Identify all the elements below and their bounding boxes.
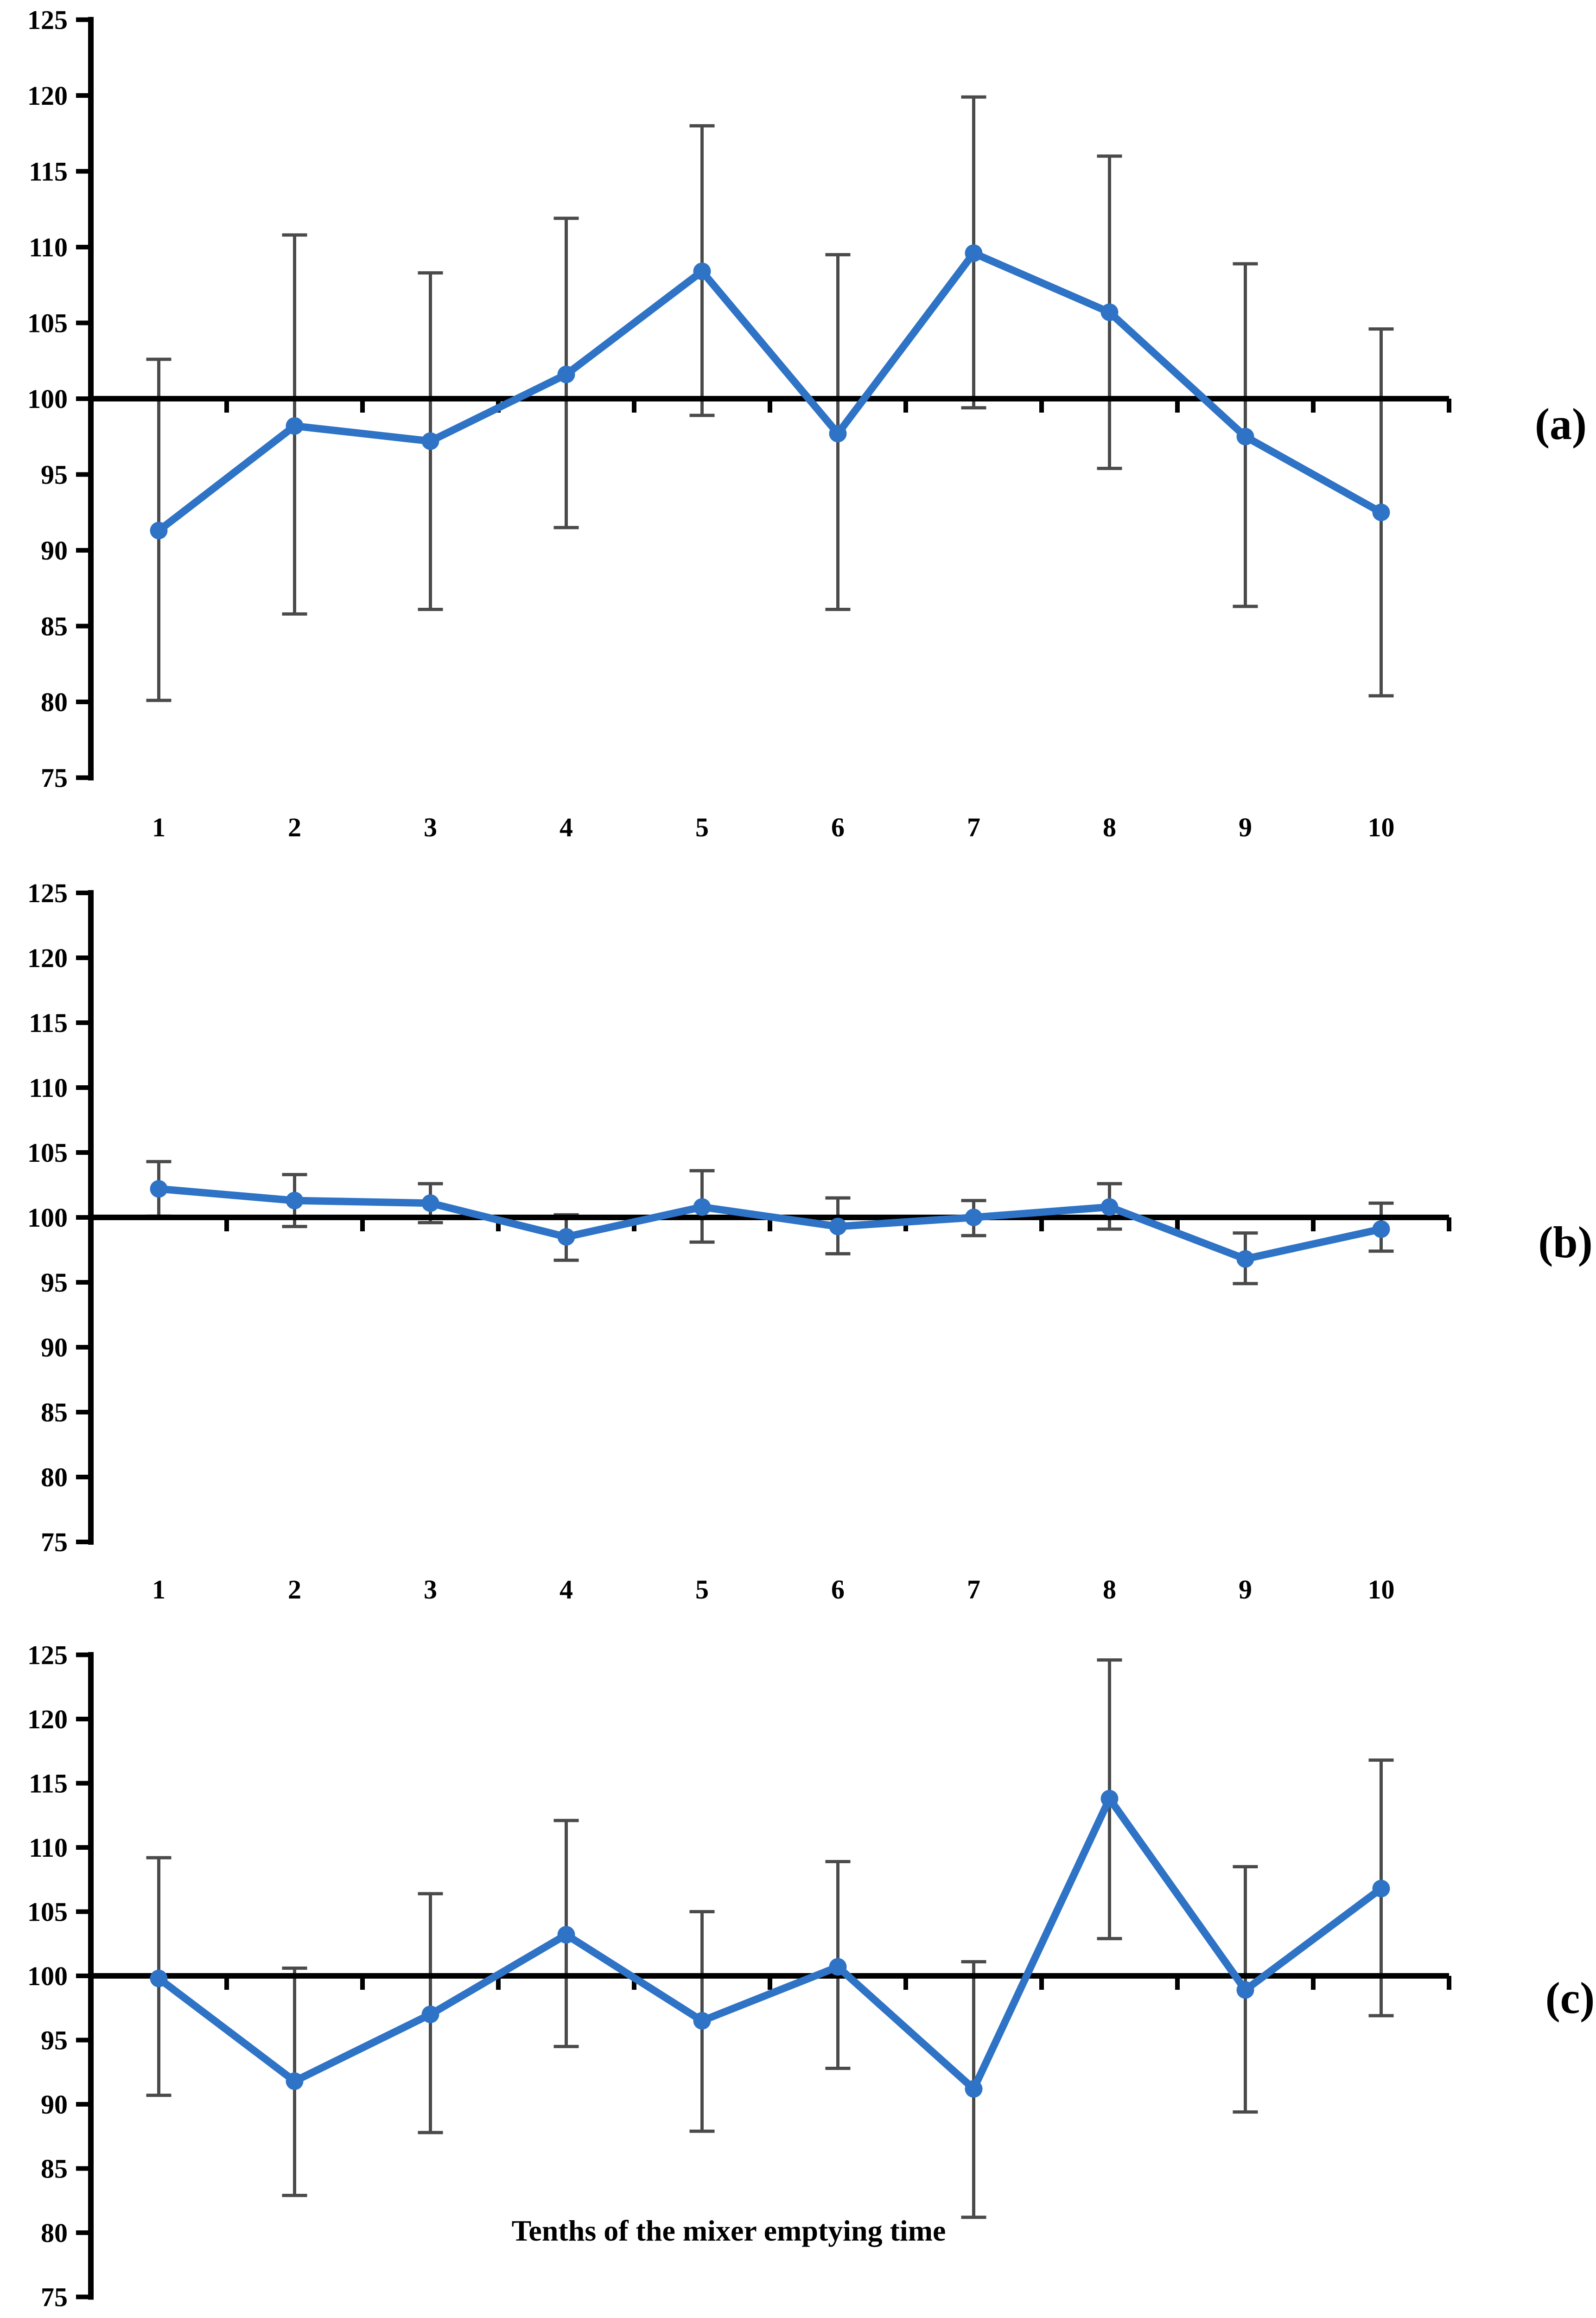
x-tick-label: 7 [967,812,980,842]
data-point [1372,1879,1390,1898]
y-tick-label: 115 [29,1769,68,1799]
data-point [965,2080,983,2098]
y-tick-label: 120 [27,943,68,973]
y-tick-label: 125 [27,5,68,35]
data-point [150,1969,168,1987]
y-tick-label: 120 [27,81,68,111]
y-tick-label: 90 [41,1332,68,1363]
data-point [829,1958,847,1976]
x-tick-label: 7 [967,1574,980,1605]
x-tick-label: 1 [152,1574,165,1605]
y-tick-label: 120 [27,1704,68,1734]
data-point [1100,1198,1119,1216]
y-tick-label: 100 [27,384,68,414]
series-line [155,249,1385,535]
data-point [693,1198,711,1216]
data-point [829,1217,847,1235]
data-point [965,1209,983,1226]
x-tick-label: 3 [424,1574,437,1605]
data-point [286,2072,304,2090]
y-tick-label: 115 [29,1008,68,1038]
y-tick-label: 95 [41,1267,68,1298]
y-tick-label: 100 [27,1203,68,1233]
data-point [829,425,847,443]
panel-label-b: (b) [1538,1217,1593,1267]
data-point [286,417,304,435]
x-axis-title: Tenths of the mixer emptying time [511,2214,946,2247]
data-point [693,2012,711,2030]
x-tick-label: 9 [1239,812,1252,842]
data-point [557,1926,575,1944]
panel-label-a: (a) [1535,399,1587,449]
data-point [693,262,711,280]
data-point [286,1191,304,1210]
series-line [155,1185,1385,1263]
x-tick-label: 6 [831,812,845,842]
y-tick-label: 95 [41,460,68,490]
data-point [421,1194,439,1212]
data-point [1372,1220,1390,1238]
y-tick-label: 125 [27,1640,68,1670]
y-tick-label: 95 [41,2025,68,2056]
data-point [1100,1789,1119,1808]
data-point [1372,503,1390,522]
y-tick-label: 75 [41,2282,68,2312]
data-point [1236,1250,1254,1268]
panel-b-plot: 75 80 85 90 95 100 105 110 115 120 125 1 2 3 4 5 6 7 8 9 10 [27,878,1451,1605]
y-tick-label: 105 [27,1897,68,1927]
y-tick-label: 85 [41,2154,68,2184]
x-tick-label: 10 [1368,1574,1395,1605]
y-tick-label: 85 [41,611,68,642]
data-point [421,432,439,450]
y-tick-label: 110 [29,1833,68,1863]
y-tick-label: 100 [27,1961,68,1991]
data-point [1100,303,1119,321]
y-tick-label: 90 [41,2089,68,2120]
x-tick-label: 1 [152,812,165,842]
data-point [150,1180,168,1198]
data-point [150,522,168,540]
series-line [155,1795,1385,2093]
x-tick-label: 2 [288,1574,301,1605]
y-tick-label: 115 [29,157,68,187]
panel-label-c: (c) [1545,1973,1595,2023]
x-tick-label: 9 [1239,1574,1252,1605]
data-point [965,244,983,262]
x-tick-label: 6 [831,1574,845,1605]
x-tick-label: 3 [424,812,437,842]
x-tick-label: 8 [1103,1574,1116,1605]
y-tick-label: 75 [41,763,68,793]
x-tick-label: 4 [560,1574,573,1605]
y-tick-label: 105 [27,1138,68,1168]
y-tick-label: 110 [29,232,68,262]
data-point [1236,427,1254,446]
data-point [557,1228,575,1246]
y-tick-label: 80 [41,1462,68,1492]
y-tick-label: 80 [41,687,68,717]
data-point [1236,1981,1254,1999]
y-tick-label: 105 [27,308,68,338]
y-tick-label: 80 [41,2218,68,2248]
y-tick-label: 85 [41,1397,68,1427]
x-tick-label: 5 [695,1574,709,1605]
x-tick-label: 2 [288,812,301,842]
x-tick-label: 8 [1103,812,1116,842]
y-tick-label: 125 [27,878,68,908]
y-tick-label: 90 [41,535,68,566]
x-tick-label: 5 [695,812,709,842]
y-tick-label: 75 [41,1527,68,1557]
x-tick-label: 10 [1368,812,1395,842]
data-point [557,365,575,383]
data-point [421,2006,439,2024]
y-tick-label: 110 [29,1073,68,1103]
panel-a-plot: 75 80 85 90 95 100 105 110 115 120 125 1 2 3 4 5 6 7 8 9 10 [27,5,1451,842]
x-tick-label: 4 [560,812,573,842]
